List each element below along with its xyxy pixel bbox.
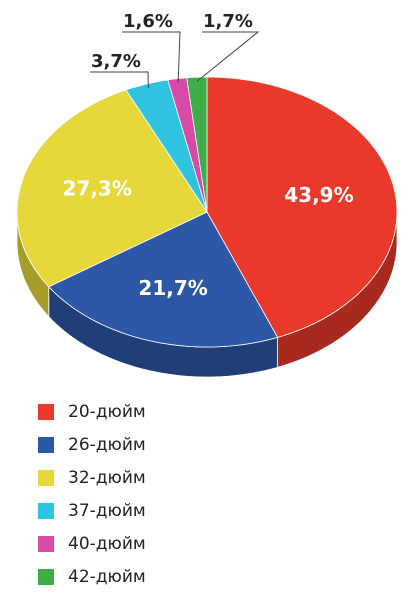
data-label: 1,6% — [123, 11, 173, 32]
data-label: 3,7% — [91, 51, 141, 72]
legend-swatch — [38, 470, 54, 486]
slice — [125, 79, 208, 213]
legend-label: 20-дюйм — [68, 402, 146, 422]
data-label: 1,7% — [203, 11, 253, 32]
legend-swatch — [38, 437, 54, 453]
legend-label: 42-дюйм — [68, 567, 146, 587]
leader-line — [122, 31, 181, 83]
slice — [206, 76, 398, 338]
slice — [186, 76, 208, 213]
data-label: 27,3% — [62, 177, 131, 201]
data-label: 21,7% — [138, 276, 207, 300]
legend-label: 40-дюйм — [68, 534, 146, 554]
leader-line — [90, 71, 149, 88]
leader-line — [196, 31, 260, 82]
slice — [48, 211, 279, 348]
legend-label: 37-дюйм — [68, 501, 146, 521]
legend-label: 32-дюйм — [68, 468, 146, 488]
legend-label: 26-дюйм — [68, 435, 146, 455]
legend-swatch — [38, 503, 54, 519]
data-label: 43,9% — [284, 183, 353, 207]
slice — [16, 89, 208, 288]
legend-swatch — [38, 569, 54, 585]
legend-swatch — [38, 536, 54, 552]
legend-swatch — [38, 404, 54, 420]
